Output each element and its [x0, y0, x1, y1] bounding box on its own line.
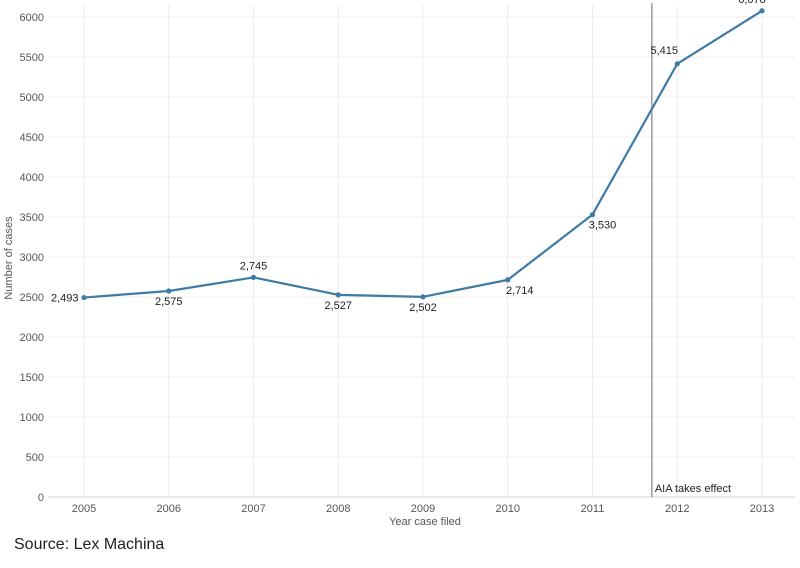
- data-point: [589, 212, 596, 218]
- data-label: 2,575: [155, 296, 183, 308]
- x-tick-label: 2005: [72, 503, 96, 515]
- x-tick-label: 2013: [750, 503, 774, 515]
- y-tick-label: 5000: [20, 92, 44, 104]
- data-point: [250, 274, 257, 280]
- line-chart: 0 500 1000 1500 2000 2500 3000 3500 4000 4500 5000…: [3, 0, 795, 528]
- data-label: 2,502: [409, 302, 437, 314]
- y-tick-label: 5500: [20, 52, 44, 64]
- x-tick-label: 2007: [241, 503, 265, 515]
- data-labels: 2,493 2,575 2,745 2,527 2,502 2,714 3,530 5,415…: [51, 0, 766, 314]
- data-label: 2,493: [51, 293, 79, 305]
- data-point: [674, 61, 680, 67]
- x-tick-label: 2010: [496, 503, 520, 515]
- data-point: [81, 294, 87, 301]
- x-tick-label: 2009: [411, 503, 435, 515]
- data-point: [759, 8, 765, 14]
- data-point: [420, 294, 426, 300]
- x-tick-label: 2006: [157, 503, 181, 515]
- x-tick-label: 2012: [665, 503, 689, 515]
- y-tick-label: 1500: [20, 372, 44, 384]
- y-axis-title: Number of cases: [3, 216, 15, 300]
- y-axis-ticks: 0 500 1000 1500 2000 2500 3000 3500 4000 4500 5000…: [20, 12, 44, 504]
- data-label: 3,530: [589, 220, 617, 232]
- y-tick-label: 3500: [20, 212, 44, 224]
- y-tick-label: 4500: [20, 132, 44, 144]
- annotation-group: AIA takes effect: [651, 3, 731, 497]
- y-tick-label: 4000: [20, 172, 44, 184]
- source-caption: Source: Lex Machina: [14, 536, 165, 553]
- grid-lines: [48, 5, 795, 498]
- reference-line-label: AIA takes effect: [655, 483, 731, 495]
- x-tick-label: 2011: [581, 503, 605, 515]
- data-point: [335, 292, 341, 298]
- y-tick-label: 3000: [20, 252, 44, 264]
- x-axis-title: Year case filed: [389, 516, 461, 528]
- data-point: [505, 277, 511, 283]
- data-label: 2,714: [506, 285, 534, 297]
- data-label: 5,415: [650, 45, 678, 57]
- y-tick-label: 6000: [20, 12, 44, 24]
- series-group: [81, 8, 765, 301]
- y-tick-label: 1000: [20, 412, 44, 424]
- y-tick-label: 2500: [20, 292, 44, 304]
- y-tick-label: 500: [26, 452, 44, 464]
- data-label: 2,745: [240, 260, 268, 272]
- data-label: 6,078: [738, 0, 766, 6]
- data-point: [166, 288, 172, 294]
- x-axis-ticks: 2005 2006 2007 2008 2009 2010 2011 2012 2013: [72, 503, 774, 515]
- x-tick-label: 2008: [326, 503, 350, 515]
- data-label: 2,527: [324, 300, 352, 312]
- y-tick-label: 0: [38, 492, 44, 504]
- y-tick-label: 2000: [20, 332, 44, 344]
